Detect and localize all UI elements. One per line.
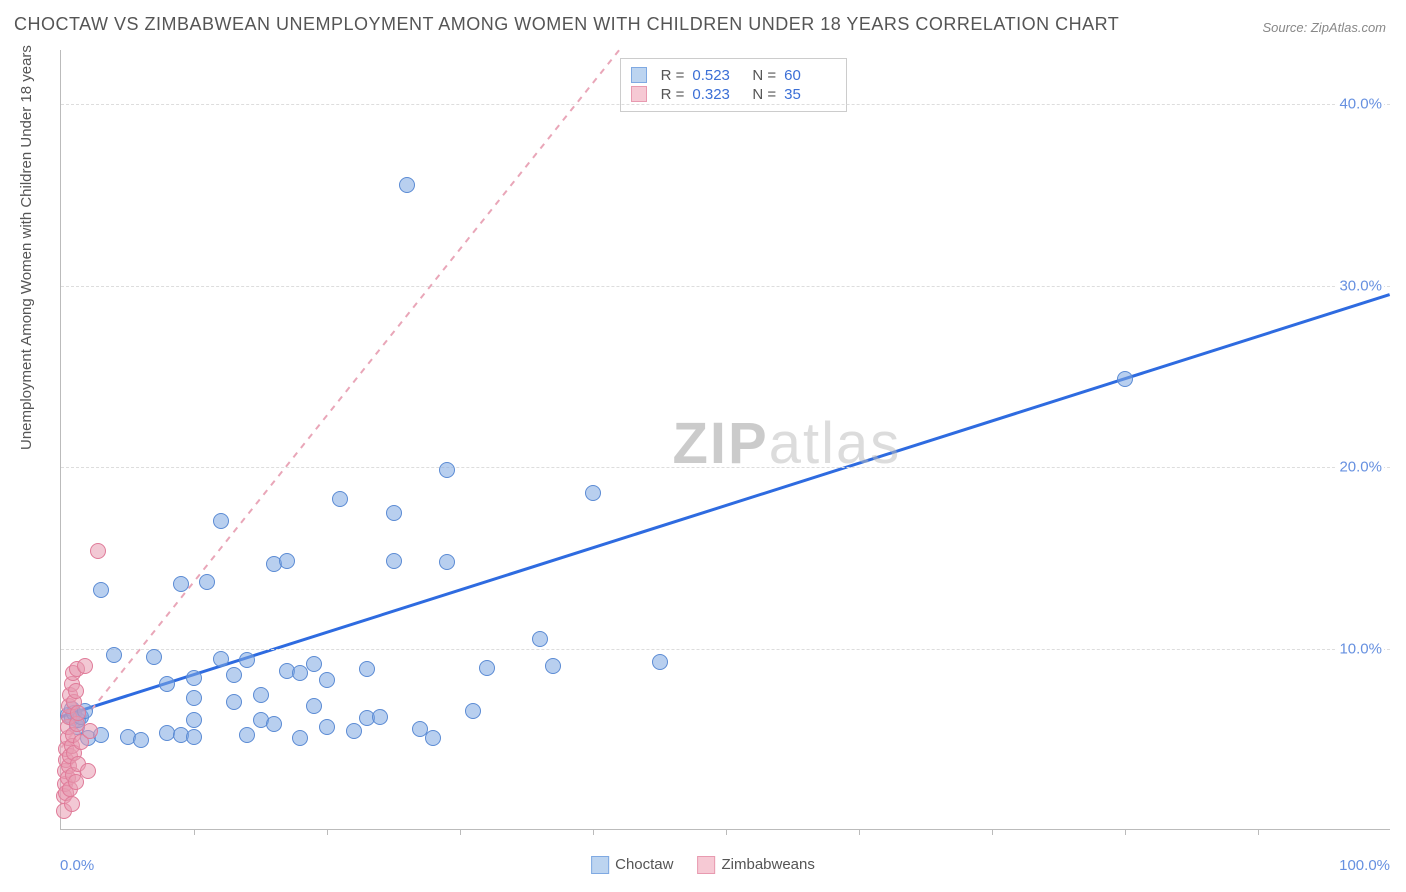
legend-swatch: [591, 856, 609, 874]
stat-r-label: R =: [661, 67, 685, 84]
y-tick-label: 10.0%: [1337, 640, 1384, 657]
stat-n-value: 35: [784, 86, 836, 103]
data-point: [292, 730, 308, 746]
data-point: [372, 709, 388, 725]
data-point: [306, 698, 322, 714]
y-tick-label: 20.0%: [1337, 459, 1384, 476]
data-point: [346, 723, 362, 739]
data-point: [332, 491, 348, 507]
y-tick-label: 30.0%: [1337, 277, 1384, 294]
legend-label: Zimbabweans: [721, 856, 814, 873]
data-point: [386, 553, 402, 569]
gridline-h: [61, 649, 1390, 650]
data-point: [386, 505, 402, 521]
gridline-h: [61, 467, 1390, 468]
data-point: [77, 658, 93, 674]
stat-row: R = 0.523 N = 60: [631, 67, 837, 84]
data-point: [399, 177, 415, 193]
data-point: [652, 654, 668, 670]
data-point: [545, 658, 561, 674]
x-tick: [460, 829, 461, 835]
data-point: [319, 719, 335, 735]
x-tick: [1125, 829, 1126, 835]
stat-n-label: N =: [752, 67, 776, 84]
stat-n-value: 60: [784, 67, 836, 84]
stat-r-value: 0.323: [692, 86, 744, 103]
data-point: [186, 690, 202, 706]
chart-title: CHOCTAW VS ZIMBABWEAN UNEMPLOYMENT AMONG…: [14, 14, 1119, 35]
data-point: [186, 670, 202, 686]
legend-label: Choctaw: [615, 856, 673, 873]
y-tick-label: 40.0%: [1337, 96, 1384, 113]
legend: Choctaw Zimbabweans: [591, 856, 815, 874]
data-point: [239, 727, 255, 743]
data-point: [80, 763, 96, 779]
gridline-h: [61, 286, 1390, 287]
data-point: [133, 732, 149, 748]
data-point: [465, 703, 481, 719]
data-point: [186, 712, 202, 728]
data-point: [239, 652, 255, 668]
data-point: [479, 660, 495, 676]
x-tick: [327, 829, 328, 835]
data-point: [1117, 371, 1133, 387]
data-point: [585, 485, 601, 501]
data-point: [213, 513, 229, 529]
legend-swatch: [631, 67, 647, 83]
stat-n-label: N =: [752, 86, 776, 103]
data-point: [186, 729, 202, 745]
x-tick: [859, 829, 860, 835]
data-point: [306, 656, 322, 672]
data-point: [253, 687, 269, 703]
data-point: [199, 574, 215, 590]
data-point: [64, 796, 80, 812]
data-point: [439, 462, 455, 478]
x-tick: [593, 829, 594, 835]
y-axis-label: Unemployment Among Women with Children U…: [18, 45, 35, 450]
data-point: [359, 661, 375, 677]
legend-item: Choctaw: [591, 856, 673, 874]
data-point: [532, 631, 548, 647]
x-tick: [194, 829, 195, 835]
data-point: [226, 694, 242, 710]
data-point: [279, 553, 295, 569]
data-point: [319, 672, 335, 688]
trend-line: [61, 295, 1389, 717]
data-point: [93, 582, 109, 598]
legend-swatch: [631, 86, 647, 102]
legend-swatch: [697, 856, 715, 874]
x-tick: [1258, 829, 1259, 835]
data-point: [159, 676, 175, 692]
x-tick: [992, 829, 993, 835]
x-axis-min-label: 0.0%: [60, 857, 94, 874]
data-point: [226, 667, 242, 683]
source-credit: Source: ZipAtlas.com: [1262, 20, 1386, 35]
x-axis-max-label: 100.0%: [1339, 857, 1390, 874]
data-point: [266, 716, 282, 732]
data-point: [173, 576, 189, 592]
data-point: [68, 683, 84, 699]
data-point: [82, 723, 98, 739]
data-point: [106, 647, 122, 663]
data-point: [90, 543, 106, 559]
legend-item: Zimbabweans: [697, 856, 814, 874]
stat-r-value: 0.523: [692, 67, 744, 84]
data-point: [425, 730, 441, 746]
data-point: [70, 705, 86, 721]
data-point: [146, 649, 162, 665]
x-tick: [726, 829, 727, 835]
data-point: [213, 651, 229, 667]
stat-row: R = 0.323 N = 35: [631, 86, 837, 103]
gridline-h: [61, 104, 1390, 105]
plot-area: ZIPatlas R =0.523N =60R =0.323N =35 10.0…: [60, 50, 1390, 830]
data-point: [439, 554, 455, 570]
stat-r-label: R =: [661, 86, 685, 103]
